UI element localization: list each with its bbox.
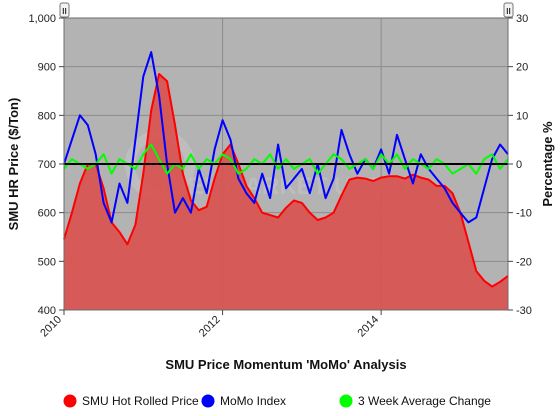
scroll-handle-left-glyph[interactable]: II (62, 7, 66, 16)
y-right-tick-label: 10 (516, 110, 528, 122)
y-left-tick-label: 600 (38, 208, 56, 220)
legend-label-momo-index: MoMo Index (220, 394, 286, 408)
legend-marker-momo-index (201, 394, 215, 408)
y-right-tick-label: 20 (516, 62, 528, 74)
legend-marker-smu-hot-rolled-price (63, 394, 77, 408)
y-right-tick-label: -10 (516, 208, 532, 220)
y-left-tick-label: 700 (38, 159, 56, 171)
y-axis-left-title: SMU HR Price ($/Ton) (6, 98, 21, 231)
series-line-smu-hot-rolled-price (63, 73, 509, 288)
y-right-tick-label: 0 (516, 159, 522, 171)
y-axis-right-title: Percentage % (540, 121, 555, 207)
series-area-smu-hot-rolled-price (64, 74, 508, 310)
y-left-tick-label: 400 (38, 305, 56, 317)
y-right-tick-label: 30 (516, 13, 528, 25)
series-line-momo-index (63, 51, 509, 224)
y-left-tick-label: 900 (38, 62, 56, 74)
y-left-tick-label: 800 (38, 110, 56, 122)
x-axis-title: SMU Price Momentum 'MoMo' Analysis (165, 357, 406, 372)
scroll-handle-right-glyph[interactable]: II (506, 7, 510, 16)
scroll-handle-right-box[interactable] (503, 2, 514, 18)
legend-marker-3-week-average-change (339, 394, 353, 408)
legend-label-3-week-average-change: 3 Week Average Change (358, 394, 491, 408)
legend: SMU Hot Rolled Price MoMo Index 3 Week Ave… (63, 394, 491, 408)
y-right-tick-label: -20 (516, 256, 532, 268)
y-left-tick-label: 500 (38, 256, 56, 268)
scroll-handle-left[interactable]: II (59, 2, 70, 18)
y-left-tick-label: 1,000 (28, 13, 56, 25)
legend-label-smu-hot-rolled-price: SMU Hot Rolled Price (82, 394, 199, 408)
y-right-tick-label: -30 (516, 305, 532, 317)
scroll-handle-right[interactable]: II (503, 2, 514, 18)
scroll-handle-left-box[interactable] (59, 2, 70, 18)
